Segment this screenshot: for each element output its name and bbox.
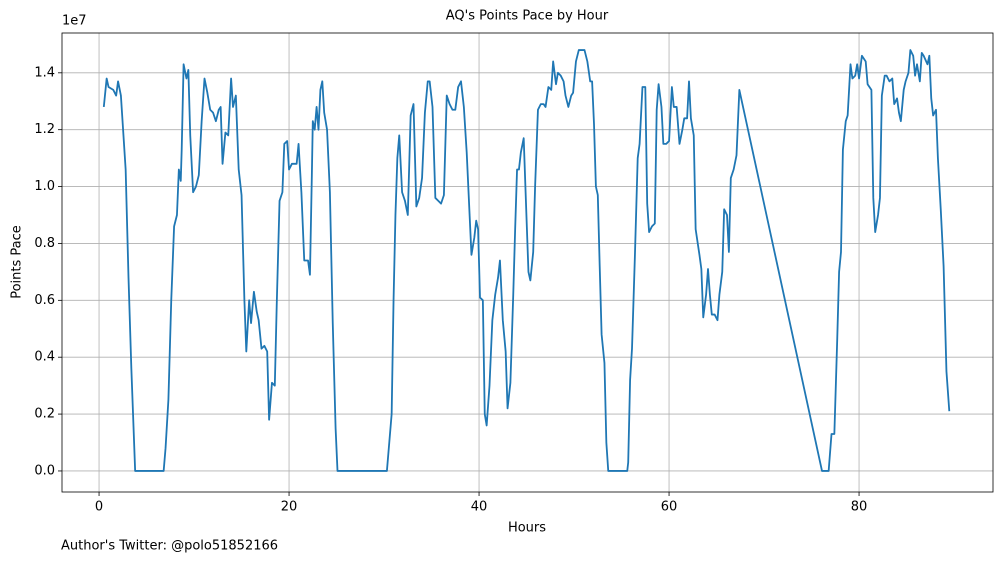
y-tick-label: 1.4 xyxy=(34,65,55,80)
x-tick-label: 80 xyxy=(851,500,868,515)
chart-title: AQ's Points Pace by Hour xyxy=(446,9,609,24)
y-tick-label: 0.2 xyxy=(34,407,55,422)
x-axis-label: Hours xyxy=(508,521,546,536)
y-tick-label: 1.2 xyxy=(34,122,55,137)
y-offset-label: 1e7 xyxy=(62,14,87,29)
y-tick-label: 1.0 xyxy=(34,179,55,194)
x-tick-label: 20 xyxy=(281,500,298,515)
y-tick-label: 0.8 xyxy=(34,236,55,251)
y-axis-label: Points Pace xyxy=(10,225,25,299)
data-line xyxy=(102,49,951,472)
plot-frame xyxy=(61,32,994,493)
x-tick-label: 0 xyxy=(95,500,103,515)
y-tick-label: 0.4 xyxy=(34,350,55,365)
x-tick-label: 40 xyxy=(471,500,488,515)
footnote: Author's Twitter: @polo51852166 xyxy=(61,539,278,554)
y-tick-label: 0.6 xyxy=(34,293,55,308)
x-tick-label: 60 xyxy=(661,500,678,515)
y-tick-label: 0.0 xyxy=(34,463,55,478)
